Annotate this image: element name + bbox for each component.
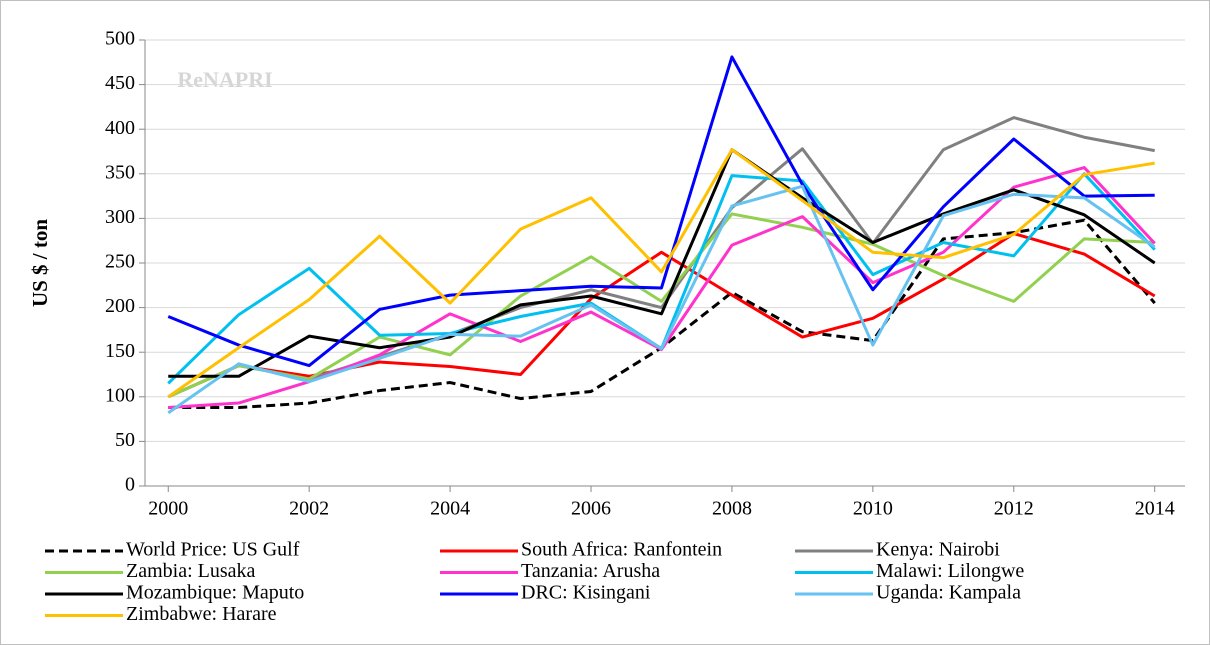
legend-label: Mozambique: Maputo: [126, 582, 304, 604]
watermark: ReNAPRI: [177, 67, 272, 92]
series-line: [167, 212, 1155, 399]
x-tick-label: 2004: [430, 498, 470, 520]
legend-label: Tanzania: Arusha: [521, 560, 660, 582]
legend-label: Malawi: Lilongwe: [876, 560, 1024, 582]
series-line: [167, 55, 1155, 368]
legend-label: Zimbabwe: Harare: [126, 603, 277, 625]
legend-label: Uganda: Kampala: [876, 582, 1021, 604]
y-tick-label: 350: [105, 161, 135, 183]
y-tick-label: 150: [105, 340, 135, 362]
series-line: [167, 148, 1155, 399]
y-axis-label: US $ / ton: [28, 219, 52, 307]
legend-label: Zambia: Lusaka: [126, 560, 256, 582]
x-tick-label: 2000: [148, 498, 188, 520]
x-tick-label: 2012: [994, 498, 1034, 520]
legend-label: World Price: US Gulf: [126, 539, 300, 561]
y-tick-label: 200: [105, 295, 135, 317]
y-tick-label: 450: [105, 72, 135, 94]
series-line: [168, 148, 1156, 378]
y-tick-label: 300: [105, 206, 135, 228]
y-tick-label: 500: [105, 28, 135, 50]
series-line: [167, 184, 1156, 415]
y-tick-label: 0: [125, 474, 135, 496]
x-tick-label: 2014: [1135, 498, 1175, 520]
x-tick-label: 2010: [853, 498, 893, 520]
y-tick-label: 250: [105, 251, 135, 273]
y-tick-label: 50: [115, 429, 135, 451]
y-tick-label: 400: [105, 117, 135, 139]
legend-label: DRC: Kisingani: [521, 582, 651, 604]
y-tick-label: 100: [105, 384, 135, 406]
x-tick-label: 2002: [289, 498, 329, 520]
x-tick-label: 2006: [571, 498, 611, 520]
legend-label: Kenya: Nairobi: [876, 539, 1000, 561]
x-tick-label: 2008: [712, 498, 752, 520]
legend-label: South Africa: Ranfontein: [521, 539, 722, 561]
